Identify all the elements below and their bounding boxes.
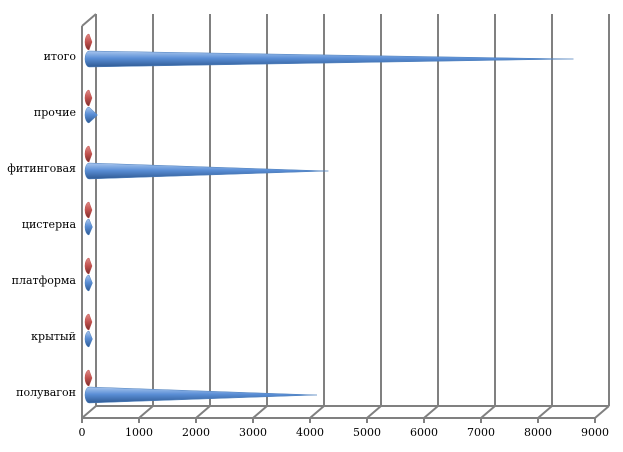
y-tick-label: полувагон [16,386,76,399]
axis-line [81,13,97,27]
cone-bar [84,313,93,331]
cone-bar [84,218,93,236]
grid-line [195,405,211,419]
grid-line [81,405,97,419]
grid-line [537,405,553,419]
y-tick-label: крытый [31,330,76,343]
grid-line [366,405,382,419]
cone-bar [84,145,93,163]
cone-bar [84,89,93,107]
cone-bar [84,162,329,180]
grid-line [594,405,610,419]
grid-line [480,405,496,419]
x-tick-label: 5000 [353,426,381,439]
x-tick-label: 6000 [410,426,438,439]
cone-bar [84,33,93,51]
x-tick-label: 8000 [524,426,552,439]
cone-bar [84,106,98,124]
y-tick-label: фитинговая [7,162,76,175]
cone-bar [84,274,93,292]
cone-bar [84,50,574,68]
x-tick-label: 1000 [125,426,153,439]
grid-line [252,405,268,419]
x-tick-label: 7000 [467,426,495,439]
cone-bar [84,386,318,404]
y-tick-label: платформа [12,274,77,287]
y-tick-label: цистерна [22,218,77,231]
cone-bar [84,330,93,348]
grid-line [423,405,439,419]
x-tick-label: 9000 [581,426,609,439]
x-tick-label: 2000 [182,426,210,439]
grid-line [138,405,154,419]
grid-line [309,405,325,419]
x-tick-label: 4000 [296,426,324,439]
cone-bar [84,201,93,219]
y-tick-label: прочие [34,106,76,119]
cone-bar [84,257,93,275]
cone-bar [84,369,93,387]
x-tick-label: 0 [79,426,86,439]
x-tick-label: 3000 [239,426,267,439]
y-tick-label: итого [44,50,77,63]
